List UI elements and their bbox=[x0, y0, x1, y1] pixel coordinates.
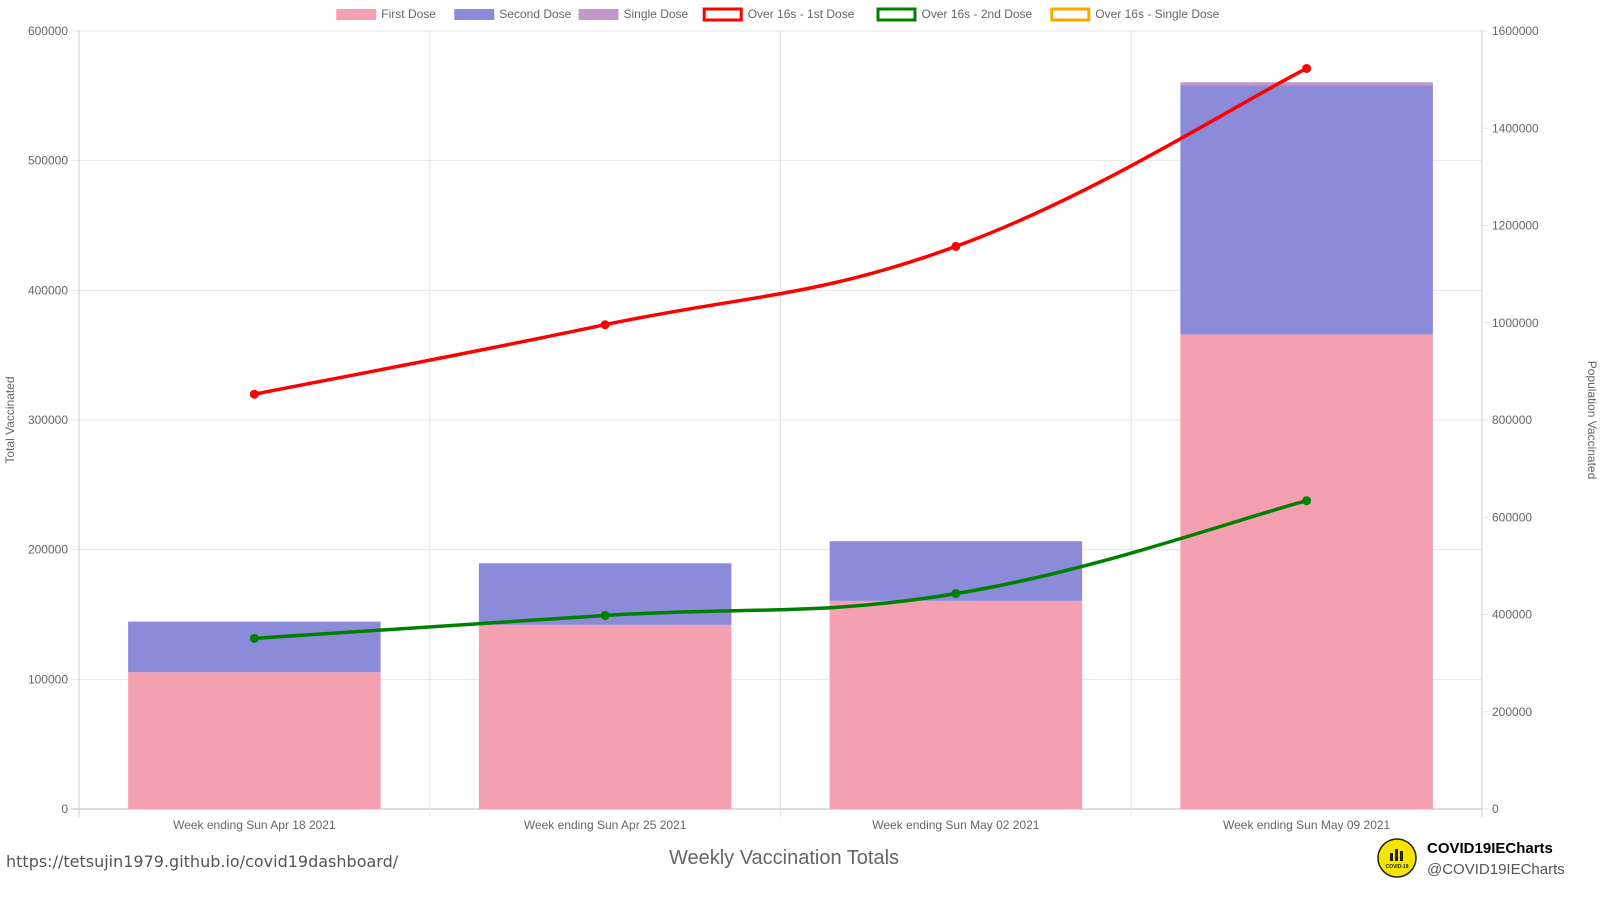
legend: First Dose Second Dose Single Dose Over 16s… bbox=[336, 7, 1220, 22]
line-marks bbox=[249, 63, 1312, 643]
legend-swatch-second-dose bbox=[454, 9, 495, 20]
brand-name: COVID19IECharts bbox=[1427, 840, 1553, 857]
point-over-16s-2nd-dose bbox=[600, 610, 610, 620]
y-tick-label: 500000 bbox=[28, 154, 68, 168]
bar-first-dose bbox=[128, 672, 381, 809]
point-over-16s-2nd-dose bbox=[249, 633, 259, 643]
brand-logo-bar bbox=[1390, 853, 1393, 861]
y-tick-label: 200000 bbox=[28, 543, 68, 557]
legend-label-over-16s-2nd-dose: Over 16s - 2nd Dose bbox=[922, 7, 1033, 21]
bar-single-dose bbox=[1180, 82, 1433, 86]
y2-axis-title: Population Vaccinated bbox=[1585, 361, 1599, 480]
y2-tick-label: 400000 bbox=[1492, 608, 1532, 622]
brand-logo-text: COVID-19 bbox=[1385, 864, 1408, 870]
line-over-16s-2nd-dose bbox=[254, 499, 1308, 641]
point-over-16s-1st-dose bbox=[600, 320, 610, 330]
legend-swatch-first-dose bbox=[336, 9, 377, 20]
y2-tick-label: 1600000 bbox=[1492, 24, 1539, 38]
y-axis-title: Total Vaccinated bbox=[3, 376, 17, 463]
y2-tick-label: 200000 bbox=[1492, 705, 1532, 719]
footer-url[interactable]: https://tetsujin1979.github.io/covid19da… bbox=[6, 852, 399, 871]
legend-swatch-over-16s-2nd-dose bbox=[876, 7, 917, 22]
bar-first-dose bbox=[478, 624, 732, 809]
y2-tick-label: 1200000 bbox=[1492, 219, 1539, 233]
legend-label-second-dose: Second Dose bbox=[499, 7, 571, 21]
bar-first-dose bbox=[1180, 334, 1433, 809]
line-over-16s-1st-dose bbox=[254, 66, 1308, 396]
x-tick-label: Week ending Sun Apr 18 2021 bbox=[173, 818, 336, 832]
y-tick-label: 0 bbox=[61, 802, 68, 816]
y2-tick-label: 1000000 bbox=[1492, 316, 1539, 330]
legend-label-first-dose: First Dose bbox=[381, 7, 436, 21]
y-tick-label: 400000 bbox=[28, 283, 68, 297]
bar-first-dose bbox=[829, 600, 1083, 809]
point-over-16s-1st-dose bbox=[1302, 63, 1312, 73]
brand-logo-bar bbox=[1400, 851, 1403, 861]
point-over-16s-1st-dose bbox=[951, 241, 961, 251]
legend-label-over-16s-1st-dose: Over 16s - 1st Dose bbox=[748, 7, 855, 21]
y2-tick-label: 600000 bbox=[1492, 510, 1532, 524]
y-tick-label: 100000 bbox=[28, 672, 68, 686]
chart-title: Weekly Vaccination Totals bbox=[669, 847, 899, 869]
y2-tick-label: 1400000 bbox=[1492, 121, 1539, 135]
y-tick-label: 300000 bbox=[28, 413, 68, 427]
y-tick-label: 600000 bbox=[28, 24, 68, 38]
legend-swatch-over-16s-single-dose bbox=[1050, 7, 1091, 22]
x-tick-label: Week ending Sun Apr 25 2021 bbox=[524, 818, 687, 832]
legend-swatch-single-dose bbox=[578, 9, 619, 20]
brand-logo: COVID-19 bbox=[1377, 838, 1417, 878]
point-over-16s-1st-dose bbox=[249, 389, 259, 399]
legend-label-single-dose: Single Dose bbox=[624, 7, 689, 21]
y2-tick-label: 800000 bbox=[1492, 413, 1532, 427]
legend-swatch-over-16s-1st-dose bbox=[702, 7, 743, 22]
legend-label-over-16s-single-dose: Over 16s - Single Dose bbox=[1095, 7, 1219, 21]
point-over-16s-2nd-dose bbox=[1302, 496, 1312, 506]
brand-handle[interactable]: @COVID19IECharts bbox=[1427, 861, 1565, 878]
x-tick-label: Week ending Sun May 09 2021 bbox=[1223, 818, 1391, 832]
x-tick-label: Week ending Sun May 02 2021 bbox=[872, 818, 1040, 832]
bar-second-dose bbox=[1180, 85, 1433, 335]
brand-logo-bar bbox=[1395, 849, 1398, 861]
point-over-16s-2nd-dose bbox=[951, 589, 961, 599]
y2-tick-label: 0 bbox=[1492, 802, 1499, 816]
bar-second-dose bbox=[128, 621, 381, 673]
axes: 0 100000 200000 300000 400000 500000 600000 0 20… bbox=[28, 24, 1539, 832]
